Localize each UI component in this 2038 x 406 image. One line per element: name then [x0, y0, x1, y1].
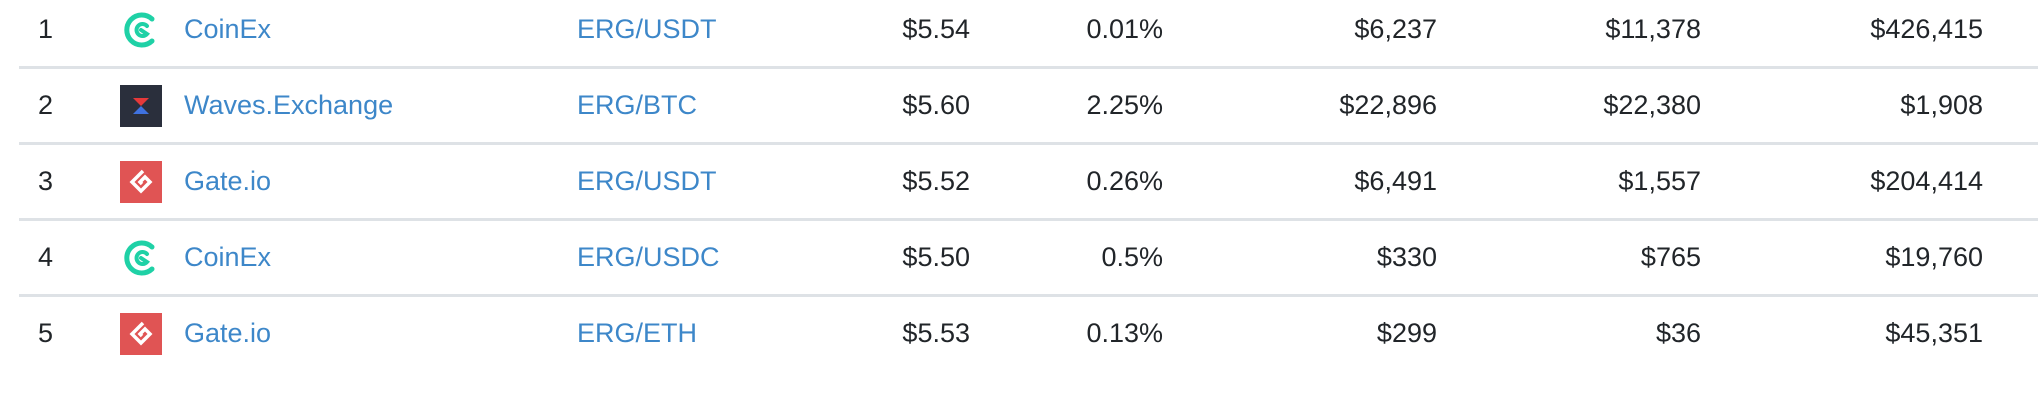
depth-plus: $6,491 [1354, 166, 1437, 196]
table-row: 3 Gate.io ERG/USDT $5.52 0.26% $6,491 $1… [19, 145, 2038, 221]
gate-io-logo-icon [120, 313, 162, 355]
depth-plus: $299 [1376, 318, 1437, 348]
exchange-link[interactable]: CoinEx [184, 14, 272, 44]
volume: $45,351 [1885, 318, 1983, 348]
depth-minus: $22,380 [1603, 90, 1701, 120]
exchange-link[interactable]: Waves.Exchange [184, 90, 394, 120]
volume: $1,908 [1900, 90, 1983, 120]
depth-minus: $1,557 [1618, 166, 1701, 196]
exchange-link[interactable]: CoinEx [184, 242, 272, 272]
volume: $426,415 [1870, 14, 1983, 44]
price: $5.53 [902, 318, 970, 348]
volume: $204,414 [1870, 166, 1983, 196]
spread: 0.01% [1086, 14, 1163, 44]
markets-table: 1 CoinEx ERG/USDT $5.54 0.01% $6,237 $11… [19, 0, 2038, 370]
depth-plus: $6,237 [1354, 14, 1437, 44]
depth-minus: $765 [1640, 242, 1701, 272]
pair-link[interactable]: ERG/USDT [577, 14, 717, 44]
waves-exchange-logo-icon [120, 85, 162, 127]
table-row: 2 Waves.Exchange ERG/BTC $5.60 2.25% $22… [19, 69, 2038, 145]
price: $5.52 [902, 166, 970, 196]
spread: 2.25% [1086, 90, 1163, 120]
coinex-logo-icon [120, 237, 162, 279]
depth-minus: $36 [1655, 318, 1701, 348]
depth-minus: $11,378 [1605, 14, 1701, 44]
rank: 5 [38, 318, 54, 348]
rank: 2 [38, 90, 54, 120]
rank: 3 [38, 166, 54, 196]
spread: 0.13% [1086, 318, 1163, 348]
spread: 0.5% [1101, 242, 1163, 272]
exchange-link[interactable]: Gate.io [184, 318, 272, 348]
price: $5.60 [902, 90, 970, 120]
pair-link[interactable]: ERG/USDT [577, 166, 717, 196]
rank: 4 [38, 242, 54, 272]
table-row: 1 CoinEx ERG/USDT $5.54 0.01% $6,237 $11… [19, 0, 2038, 69]
pair-link[interactable]: ERG/ETH [577, 318, 698, 348]
price: $5.54 [902, 14, 970, 44]
coinex-logo-icon [120, 9, 162, 51]
spread: 0.26% [1086, 166, 1163, 196]
price: $5.50 [902, 242, 970, 272]
depth-plus: $22,896 [1339, 90, 1437, 120]
depth-plus: $330 [1376, 242, 1437, 272]
pair-link[interactable]: ERG/USDC [577, 242, 720, 272]
rank: 1 [38, 14, 54, 44]
table-row: 5 Gate.io ERG/ETH $5.53 0.13% $299 $36 $… [19, 297, 2038, 370]
volume: $19,760 [1885, 242, 1983, 272]
gate-io-logo-icon [120, 161, 162, 203]
exchange-link[interactable]: Gate.io [184, 166, 272, 196]
pair-link[interactable]: ERG/BTC [577, 90, 698, 120]
table-row: 4 CoinEx ERG/USDC $5.50 0.5% $330 $765 $… [19, 221, 2038, 297]
